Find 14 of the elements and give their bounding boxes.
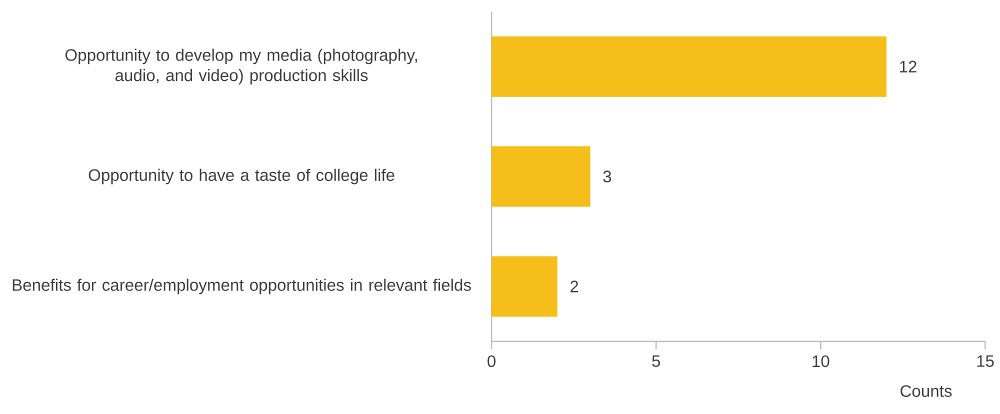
x-tick-label: 5 [652, 355, 660, 367]
x-tick-label: 10 [812, 355, 830, 368]
y-tick-label: Opportunity to develop my media (photography, audio, and video) production skills [65, 48, 417, 84]
bar [492, 36, 886, 97]
x-tick-label: 0 [488, 355, 496, 368]
y-tick-label: Benefits for career/employment opportunities in relevant fields [12, 278, 471, 294]
x-axis-title: Counts [900, 385, 952, 397]
data-label: 3 [603, 170, 612, 182]
x-tick-label: 15 [977, 355, 994, 367]
y-tick-label: Opportunity to have a taste of college life [88, 168, 394, 184]
bar [492, 256, 558, 317]
bar [492, 146, 590, 207]
data-label: 12 [900, 60, 916, 72]
data-label: 2 [570, 280, 578, 292]
